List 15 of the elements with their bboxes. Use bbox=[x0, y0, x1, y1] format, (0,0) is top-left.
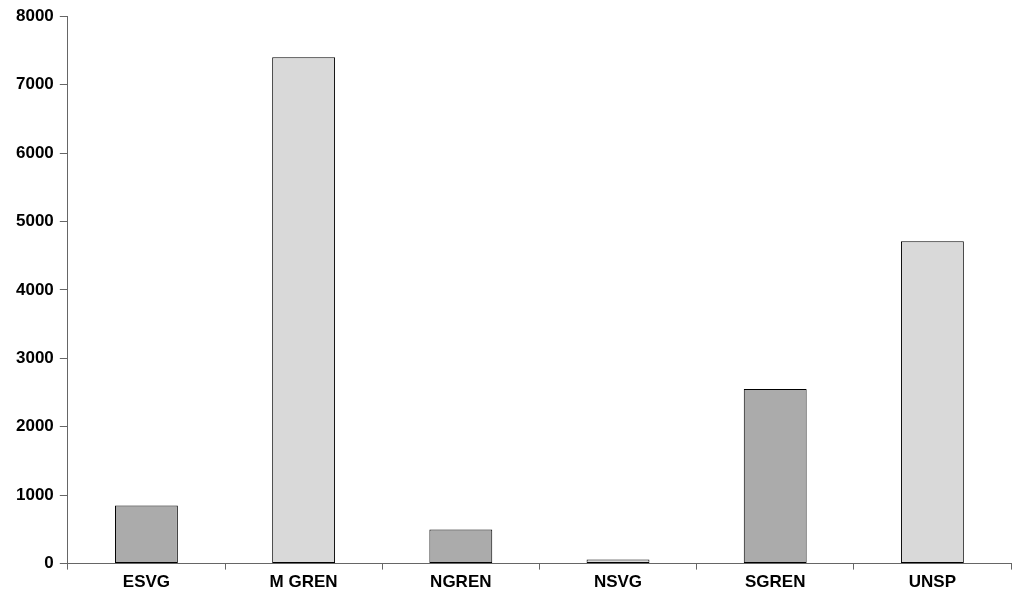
y-tick-label: 5000 bbox=[15, 211, 54, 231]
y-tick-label: 8000 bbox=[15, 5, 54, 25]
y-tick-label: 3000 bbox=[15, 348, 54, 368]
y-tick-label: 6000 bbox=[15, 142, 54, 162]
y-tick-label: 0 bbox=[44, 553, 54, 573]
x-tick-label: UNSP bbox=[908, 572, 957, 592]
y-tick-label: 1000 bbox=[15, 484, 54, 504]
x-tick-label: NGREN bbox=[430, 572, 492, 592]
x-tick-label: ESVG bbox=[122, 572, 171, 592]
x-tick-label: SGREN bbox=[744, 572, 806, 592]
y-tick-label: 7000 bbox=[15, 74, 54, 94]
x-tick-label: NSVG bbox=[593, 572, 643, 592]
x-tick-label: M GREN bbox=[269, 572, 338, 592]
y-tick-label: 4000 bbox=[15, 279, 54, 299]
y-tick-label: 2000 bbox=[15, 416, 54, 436]
